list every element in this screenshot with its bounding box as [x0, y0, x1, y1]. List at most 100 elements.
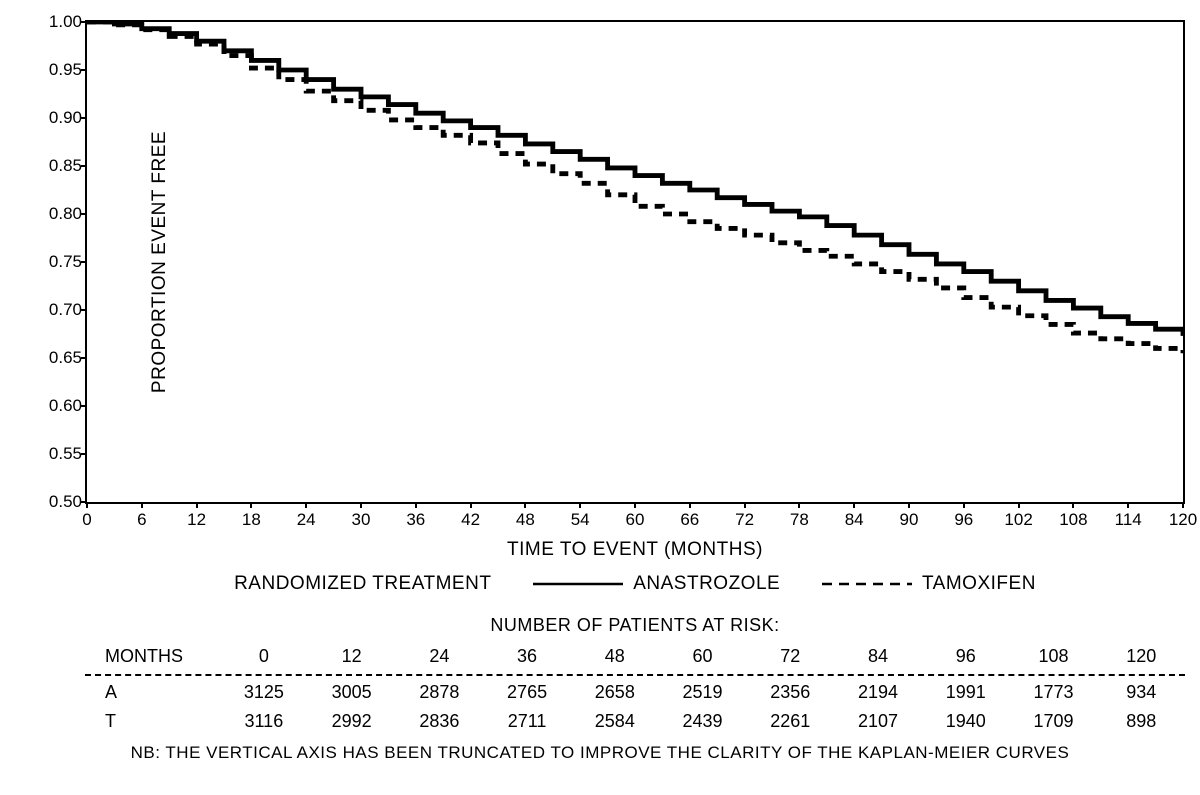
risk-cell: 2194 — [834, 678, 922, 708]
x-tick-mark — [853, 502, 855, 508]
y-tick-label: 0.95 — [42, 60, 82, 80]
risk-col-header: 84 — [834, 642, 922, 672]
x-tick-label: 18 — [242, 510, 261, 530]
risk-table-title: NUMBER OF PATIENTS AT RISK: — [85, 615, 1185, 636]
x-tick-label: 90 — [900, 510, 919, 530]
risk-months-label: MONTHS — [85, 642, 220, 672]
y-tick-mark — [81, 21, 87, 23]
risk-col-header: 12 — [308, 642, 396, 672]
x-tick-label: 30 — [352, 510, 371, 530]
risk-cell: 2439 — [659, 707, 747, 737]
y-tick-mark — [81, 165, 87, 167]
y-tick-label: 0.85 — [42, 156, 82, 176]
x-tick-label: 48 — [516, 510, 535, 530]
y-tick-mark — [81, 357, 87, 359]
y-tick-mark — [81, 261, 87, 263]
table-row: T311629922836271125842439226121071940170… — [85, 707, 1185, 737]
risk-cell: 3005 — [308, 678, 396, 708]
legend-title: RANDOMIZED TREATMENT — [234, 573, 491, 595]
plot-area: PROPORTION EVENT FREE 0.500.550.600.650.… — [85, 20, 1185, 504]
risk-cell: 2519 — [659, 678, 747, 708]
risk-cell: 934 — [1097, 678, 1185, 708]
risk-col-header: 72 — [746, 642, 834, 672]
risk-cell: 2584 — [571, 707, 659, 737]
x-tick-label: 72 — [735, 510, 754, 530]
x-tick-label: 0 — [82, 510, 91, 530]
x-tick-label: 54 — [571, 510, 590, 530]
risk-row-label: A — [85, 678, 220, 708]
risk-cell: 3125 — [220, 678, 308, 708]
risk-cell: 1773 — [1010, 678, 1098, 708]
risk-cell: 1709 — [1010, 707, 1098, 737]
y-tick-label: 0.75 — [42, 252, 82, 272]
y-tick-mark — [81, 69, 87, 71]
y-tick-label: 0.60 — [42, 396, 82, 416]
x-tick-label: 96 — [954, 510, 973, 530]
y-tick-mark — [81, 213, 87, 215]
risk-col-header: 120 — [1097, 642, 1185, 672]
risk-cell: 1940 — [922, 707, 1010, 737]
x-tick-mark — [196, 502, 198, 508]
x-tick-mark — [579, 502, 581, 508]
risk-table: NUMBER OF PATIENTS AT RISK: MONTHS 01224… — [85, 615, 1185, 737]
x-tick-label: 78 — [790, 510, 809, 530]
x-tick-label: 102 — [1004, 510, 1032, 530]
x-tick-mark — [908, 502, 910, 508]
risk-header-row: MONTHS 01224364860728496108120 — [85, 642, 1185, 672]
x-tick-mark — [360, 502, 362, 508]
y-tick-mark — [81, 117, 87, 119]
x-tick-mark — [470, 502, 472, 508]
risk-cell: 2261 — [746, 707, 834, 737]
x-tick-label: 60 — [626, 510, 645, 530]
x-tick-mark — [141, 502, 143, 508]
x-tick-mark — [305, 502, 307, 508]
x-tick-label: 12 — [187, 510, 206, 530]
risk-col-header: 24 — [395, 642, 483, 672]
figure-container: PROPORTION EVENT FREE 0.500.550.600.650.… — [15, 20, 1185, 763]
risk-divider — [85, 674, 1185, 676]
y-tick-label: 0.90 — [42, 108, 82, 128]
risk-col-header: 48 — [571, 642, 659, 672]
km-curves-svg — [87, 22, 1183, 502]
risk-cell: 898 — [1097, 707, 1185, 737]
x-tick-mark — [1018, 502, 1020, 508]
y-tick-label: 0.55 — [42, 444, 82, 464]
x-tick-mark — [689, 502, 691, 508]
y-tick-mark — [81, 309, 87, 311]
risk-cell: 1991 — [922, 678, 1010, 708]
x-tick-label: 36 — [406, 510, 425, 530]
y-tick-label: 1.00 — [42, 12, 82, 32]
risk-col-header: 60 — [659, 642, 747, 672]
risk-col-header: 0 — [220, 642, 308, 672]
x-tick-mark — [524, 502, 526, 508]
x-tick-mark — [86, 502, 88, 508]
y-tick-label: 0.70 — [42, 300, 82, 320]
risk-cell: 2356 — [746, 678, 834, 708]
risk-cell: 2711 — [483, 707, 571, 737]
footnote: NB: THE VERTICAL AXIS HAS BEEN TRUNCATED… — [15, 743, 1185, 763]
y-tick-label: 0.80 — [42, 204, 82, 224]
x-tick-mark — [963, 502, 965, 508]
x-tick-label: 120 — [1169, 510, 1197, 530]
risk-col-header: 36 — [483, 642, 571, 672]
x-tick-mark — [1182, 502, 1184, 508]
legend-item-tamoxifen: TAMOXIFEN — [822, 573, 1036, 595]
x-tick-mark — [1072, 502, 1074, 508]
risk-col-header: 96 — [922, 642, 1010, 672]
risk-cell: 2765 — [483, 678, 571, 708]
x-tick-label: 114 — [1115, 510, 1142, 530]
risk-cell: 2107 — [834, 707, 922, 737]
x-tick-label: 24 — [297, 510, 316, 530]
risk-col-header: 108 — [1010, 642, 1098, 672]
legend: RANDOMIZED TREATMENT ANASTROZOLE TAMOXIF… — [85, 573, 1185, 595]
x-tick-mark — [250, 502, 252, 508]
risk-row-label: T — [85, 707, 220, 737]
x-tick-label: 6 — [137, 510, 146, 530]
x-tick-mark — [1127, 502, 1129, 508]
x-tick-label: 108 — [1059, 510, 1087, 530]
risk-cell: 2992 — [308, 707, 396, 737]
x-tick-label: 66 — [680, 510, 699, 530]
series-tamoxifen — [87, 22, 1183, 353]
x-tick-mark — [798, 502, 800, 508]
legend-label: TAMOXIFEN — [922, 573, 1036, 594]
